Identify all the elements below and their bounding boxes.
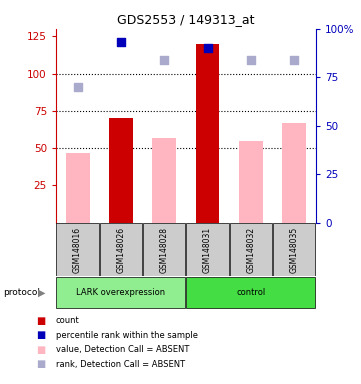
Text: LARK overexpression: LARK overexpression [77, 288, 165, 297]
Text: GSM148032: GSM148032 [247, 227, 255, 273]
Text: GSM148031: GSM148031 [203, 227, 212, 273]
Bar [152, 138, 176, 223]
Text: GSM148035: GSM148035 [290, 227, 299, 273]
Text: GSM148028: GSM148028 [160, 227, 169, 273]
Point [118, 39, 124, 45]
Bar [239, 141, 263, 223]
Bar [186, 223, 229, 276]
Bar [282, 123, 306, 223]
Bar [100, 223, 142, 276]
Text: ■: ■ [36, 359, 45, 369]
Bar [66, 152, 90, 223]
Text: value, Detection Call = ABSENT: value, Detection Call = ABSENT [56, 345, 189, 354]
Bar [273, 223, 316, 276]
Point [248, 57, 254, 63]
Bar [186, 277, 316, 308]
Bar [143, 223, 186, 276]
Text: GSM148016: GSM148016 [73, 227, 82, 273]
Bar [230, 223, 272, 276]
Text: ▶: ▶ [38, 288, 45, 298]
Point [161, 57, 167, 63]
Text: ■: ■ [36, 316, 45, 326]
Text: ■: ■ [36, 330, 45, 340]
Point [291, 57, 297, 63]
Text: percentile rank within the sample: percentile rank within the sample [56, 331, 198, 340]
Bar [56, 277, 186, 308]
Point [75, 84, 81, 90]
Text: count: count [56, 316, 80, 325]
Bar [109, 118, 133, 223]
Text: control: control [236, 288, 266, 297]
Text: protocol: protocol [4, 288, 40, 297]
Text: GSM148026: GSM148026 [117, 227, 125, 273]
Text: ■: ■ [36, 345, 45, 355]
Text: rank, Detection Call = ABSENT: rank, Detection Call = ABSENT [56, 360, 185, 369]
Point [205, 45, 210, 51]
Title: GDS2553 / 149313_at: GDS2553 / 149313_at [117, 13, 255, 26]
Bar [56, 223, 99, 276]
Bar [196, 44, 219, 223]
